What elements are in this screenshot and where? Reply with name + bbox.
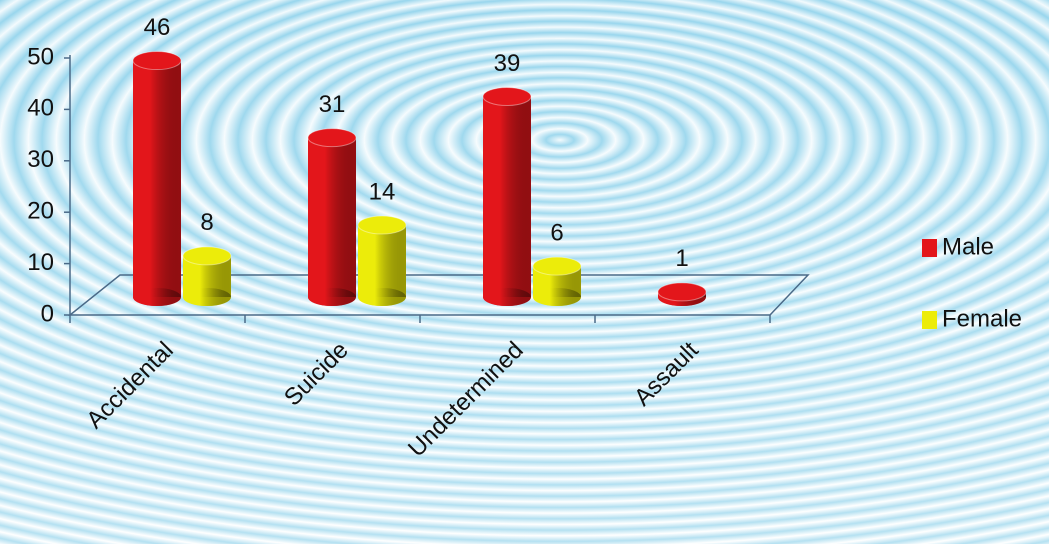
bar-shade <box>358 225 406 297</box>
bar-top <box>182 246 232 266</box>
bar-base-shade <box>308 288 356 306</box>
legend-swatch <box>922 239 937 257</box>
y-tick-label: 20 <box>27 198 54 225</box>
bar-base-shade <box>183 288 231 306</box>
y-tick-label: 10 <box>27 249 54 276</box>
value-label: 46 <box>144 14 171 41</box>
x-tick-label: Undetermined <box>403 337 529 463</box>
bar-shade <box>483 96 531 297</box>
y-tick-label: 30 <box>27 146 54 173</box>
bar-top <box>657 282 707 302</box>
value-label: 1 <box>675 245 688 272</box>
bar-top <box>132 51 182 71</box>
y-tick-label: 0 <box>41 300 54 327</box>
legend-label: Male <box>942 233 994 260</box>
value-label: 8 <box>200 209 213 236</box>
bar-base-shade <box>133 288 181 306</box>
bar-top <box>482 87 532 107</box>
bar-base-shade <box>483 288 531 306</box>
legend-label: Female <box>942 305 1022 332</box>
value-label: 31 <box>319 91 346 118</box>
x-tick-label: Suicide <box>279 337 354 412</box>
value-label: 14 <box>369 178 396 205</box>
value-label: 39 <box>494 50 521 77</box>
bar-base-shade <box>533 288 581 306</box>
legend-swatch <box>922 311 937 329</box>
bar-shade <box>133 60 181 298</box>
bar-shade <box>308 137 356 297</box>
floor <box>67 274 810 316</box>
bar-top <box>532 256 582 276</box>
value-label: 6 <box>550 220 563 247</box>
bar-base-shade <box>358 288 406 306</box>
x-tick-label: Assault <box>629 336 704 411</box>
x-tick-label: Accidental <box>81 337 178 434</box>
bar-top <box>357 215 407 235</box>
y-tick-label: 50 <box>27 43 54 70</box>
bar-top <box>307 128 357 148</box>
y-tick-label: 40 <box>27 95 54 122</box>
